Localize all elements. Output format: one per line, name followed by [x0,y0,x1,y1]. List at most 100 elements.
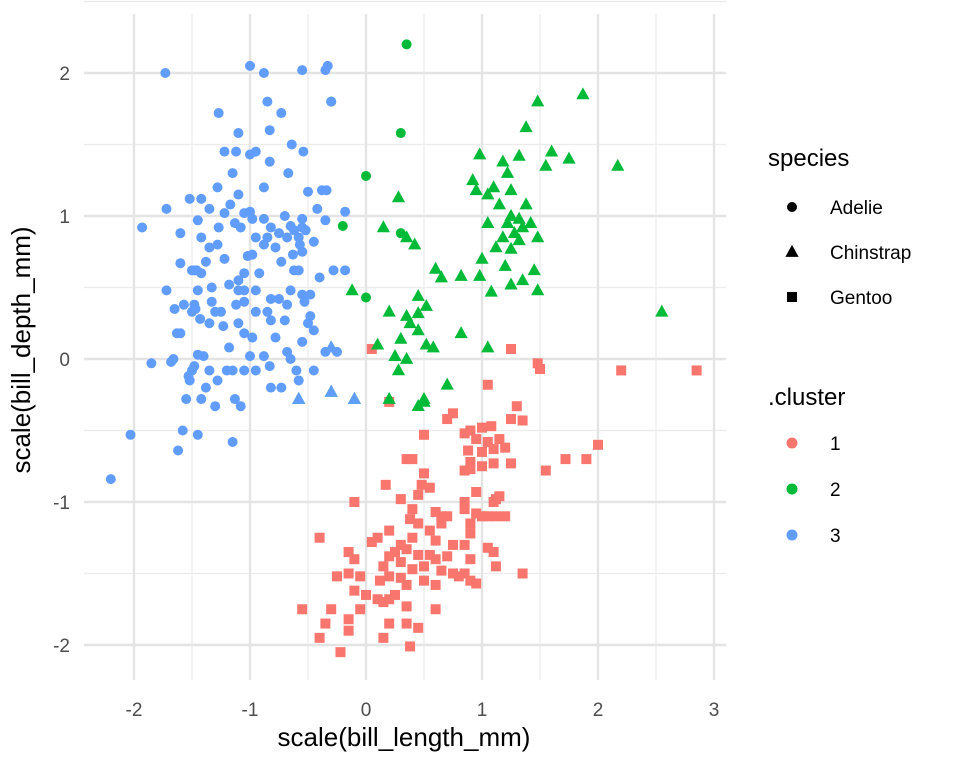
data-point-square [488,444,499,455]
data-point-circle [178,299,189,310]
data-point-square [372,594,383,605]
data-point-circle [297,213,308,224]
data-point-triangle [498,258,512,271]
data-point-circle [265,315,276,326]
data-point-square [465,425,476,436]
data-point-square [517,568,528,579]
data-point-square [378,597,389,608]
data-point-circle [177,425,188,436]
data-point-triangle [403,316,417,329]
x-tick-label: 2 [593,700,604,721]
data-point-circle [289,225,300,236]
data-point-circle [303,186,313,197]
data-point-circle [247,249,258,260]
data-point-circle [192,429,203,440]
data-point-square [535,364,545,375]
data-point-circle [224,279,235,290]
data-point-circle [265,293,276,304]
data-point-circle [160,68,171,78]
data-point-circle [204,242,215,253]
data-point-circle [276,382,287,393]
legend-species-label: Chinstrap [830,243,911,264]
data-point-square [430,604,441,615]
y-tick-label: 1 [59,207,70,228]
data-point-triangle [531,94,545,107]
data-point-circle [169,303,180,314]
data-point-square [419,468,429,479]
data-point-triangle [466,173,480,186]
data-point-square [378,561,389,572]
data-point-square [482,542,493,553]
data-point-square [384,571,395,582]
data-point-triangle [469,183,483,196]
data-point-square [442,414,453,425]
legend-cluster-label: 2 [830,480,841,501]
data-point-square [384,525,395,536]
y-tick-label: 2 [59,64,70,85]
data-point-circle [213,108,224,119]
data-point-triangle [324,340,338,353]
data-point-triangle [481,187,495,200]
data-point-square [465,575,476,586]
data-point-square [465,456,476,467]
data-point-circle [401,39,412,50]
data-point-square [314,532,325,543]
data-point-square [494,434,505,445]
data-point-circle [274,293,284,304]
data-point-triangle [527,263,541,276]
data-point-circle [262,232,273,243]
data-point-triangle [481,340,495,353]
data-point-circle [305,289,316,300]
data-point-circle [258,213,269,224]
data-point-square [486,421,497,432]
data-point-square [477,422,487,433]
data-point-triangle [391,190,406,203]
data-point-circle [233,128,244,139]
data-point-circle [190,303,201,314]
data-point-circle [340,206,351,217]
data-point-square [343,614,354,625]
data-point-square [459,504,470,515]
data-point-square [459,465,470,476]
data-point-square [471,508,482,519]
data-point-triangle [292,391,306,404]
y-tick-label: 0 [59,350,70,371]
data-point-circle [279,315,290,326]
legend-key-triangle [785,244,799,257]
data-point-circle [270,332,281,343]
data-point-circle [105,474,116,485]
data-point-triangle [539,158,553,171]
data-point-triangle [391,363,406,376]
data-point-square [560,454,571,465]
data-point-circle [184,375,195,386]
data-point-square [540,465,551,476]
data-point-square [401,601,412,612]
data-point-square [448,408,458,419]
data-point-circle [227,365,238,376]
data-point-triangle [489,240,503,253]
x-tick-label: 3 [709,700,720,721]
data-point-circle [300,225,311,236]
data-point-triangle [496,230,510,243]
data-point-square [349,585,360,596]
data-point-square [413,489,424,500]
data-point-triangle [429,261,443,274]
data-point-square [490,511,501,522]
data-point-square [413,622,424,633]
data-point-circle [308,325,319,336]
legend: species Adelie Chinstrap Gentoo .cluster 1… [768,145,911,547]
data-point-square [506,343,516,354]
data-point-square [442,511,453,522]
data-point-circle [233,189,244,200]
y-tick-label: -2 [53,636,70,657]
data-point-circle [299,296,310,307]
data-point-square [424,482,435,493]
data-point-square [366,537,377,548]
data-point-circle [262,96,273,107]
data-point-circle [274,228,284,239]
legend-key-cluster [786,437,798,449]
data-point-circle [340,265,351,276]
data-point-triangle [500,216,515,228]
data-point-triangle [512,233,526,246]
data-point-circle [210,401,221,412]
